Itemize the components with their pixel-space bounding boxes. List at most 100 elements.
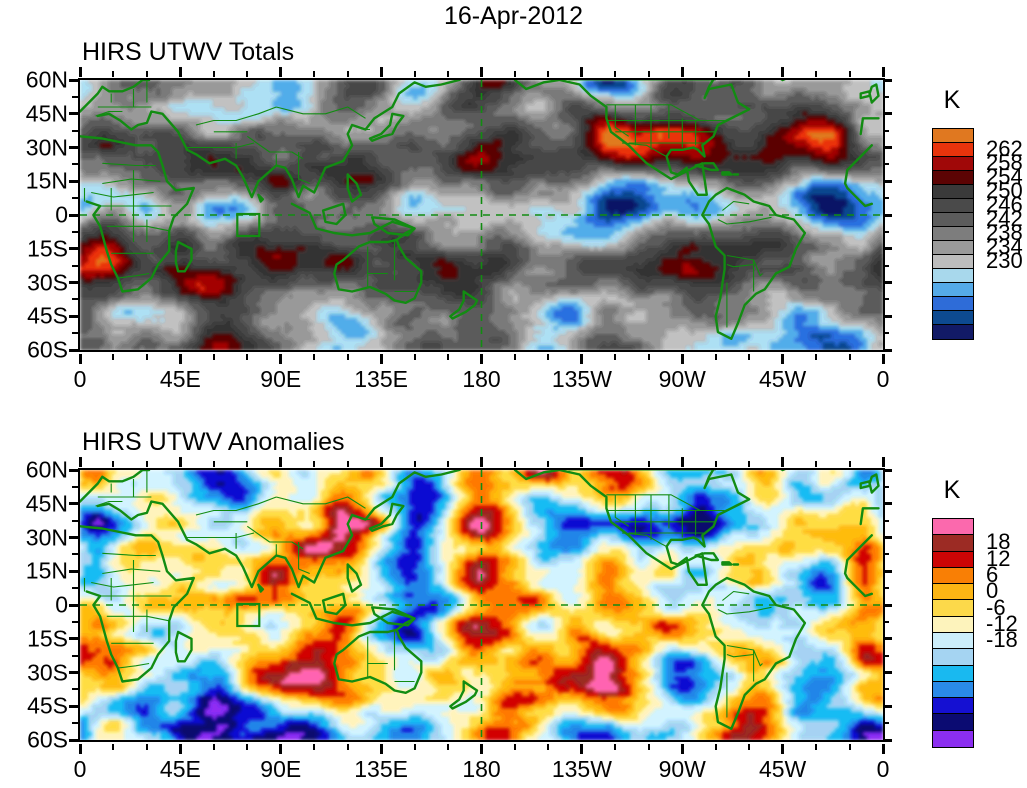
colorbar-label-0-1: 258	[986, 150, 1023, 176]
xtick-minor-1-1-0.333	[212, 744, 215, 750]
colorbar-band-0-13	[933, 311, 973, 325]
ytick-minor-0-4	[72, 230, 78, 233]
colorbar-band-0-8	[933, 241, 973, 255]
colorbar-label-1-5: -12	[986, 611, 1018, 637]
ytick-label-1-8: 60S	[0, 727, 68, 754]
xtick-major-1-0	[78, 744, 82, 754]
colorbar-label-0-5: 242	[986, 206, 1023, 232]
xtick-major-1-1	[178, 744, 182, 754]
xtick-minor-top-0-7-0.333	[815, 71, 818, 77]
xtick-minor-top-0-5-0.667	[647, 71, 650, 77]
ytick-major-0-4	[69, 213, 78, 217]
xtick-minor-top-1-3-0.667	[447, 461, 450, 467]
xtick-minor-top-1-4-0.667	[547, 461, 550, 467]
xtick-minor-top-1-5-0.333	[614, 461, 617, 467]
colorbar-band-1-5	[933, 600, 973, 617]
xtick-label-1-4: 180	[462, 756, 500, 783]
ytick-major-1-2	[69, 536, 78, 539]
ytick-label-0-7: 45S	[0, 303, 68, 330]
ytick-minor-0-5	[72, 264, 78, 267]
xtick-minor-1-7-0.667	[848, 744, 851, 750]
colorbar-0[interactable]	[932, 128, 974, 340]
colorbar-label-1-2: 6	[986, 562, 998, 588]
ytick-major-right-1-6	[883, 671, 892, 674]
colorbar-band-0-6	[933, 213, 973, 227]
contour-field-map-totals	[80, 80, 883, 350]
ytick-major-right-0-4	[883, 213, 892, 217]
ytick-minor-1-3	[72, 587, 78, 590]
xtick-minor-top-0-0-0.667	[145, 71, 148, 77]
map-canvas-totals[interactable]	[78, 78, 885, 352]
xtick-major-top-1-3	[379, 457, 383, 467]
xtick-major-top-0-0	[78, 67, 82, 77]
ytick-minor-0-1	[72, 129, 78, 132]
xtick-major-1-4	[480, 744, 483, 754]
colorbar-label-1-0: 18	[986, 529, 1010, 555]
xtick-major-top-1-4	[480, 457, 483, 467]
ytick-minor-right-1-3	[883, 587, 889, 590]
xtick-minor-top-0-5-0.333	[614, 71, 617, 77]
colorbar-band-0-0	[933, 129, 973, 143]
xtick-minor-0-7-0.333	[815, 354, 818, 360]
colorbar-band-0-5	[933, 199, 973, 213]
ytick-label-0-0: 60N	[0, 67, 68, 94]
ytick-minor-1-7	[72, 722, 78, 725]
colorbar-band-0-3	[933, 171, 973, 185]
xtick-major-0-4	[480, 354, 483, 364]
colorbar-band-0-1	[933, 143, 973, 157]
xtick-label-0-4: 180	[462, 366, 500, 393]
ytick-major-0-2	[69, 146, 78, 149]
xtick-minor-top-0-4-0.333	[513, 71, 516, 77]
ytick-minor-right-1-6	[883, 688, 889, 691]
ytick-major-1-0	[69, 468, 78, 472]
xtick-minor-top-1-0-0.333	[112, 461, 115, 467]
xtick-minor-0-2-0.333	[313, 354, 316, 360]
colorbar-band-1-0	[933, 519, 973, 536]
ytick-minor-1-1	[72, 519, 78, 522]
xtick-label-1-3: 135E	[354, 756, 408, 783]
ytick-major-right-0-3	[883, 179, 892, 183]
xtick-label-1-6: 90W	[659, 756, 706, 783]
xtick-minor-top-0-3-0.667	[447, 71, 450, 77]
xtick-minor-1-4-0.333	[513, 744, 516, 750]
colorbar-band-0-11	[933, 283, 973, 297]
ytick-minor-right-0-3	[883, 197, 889, 200]
xtick-minor-top-1-6-0.667	[748, 461, 751, 467]
map-canvas-anomalies[interactable]	[78, 468, 885, 742]
contour-field-map-anom	[80, 470, 883, 740]
xtick-minor-top-0-1-0.667	[246, 71, 249, 77]
xtick-major-0-5	[580, 354, 584, 364]
ytick-major-right-0-1	[883, 112, 892, 116]
ytick-major-1-5	[69, 637, 78, 641]
xtick-minor-1-7-0.333	[815, 744, 818, 750]
xtick-minor-top-1-2-0.333	[313, 461, 316, 467]
xtick-minor-1-6-0.667	[748, 744, 751, 750]
colorbar-band-1-8	[933, 649, 973, 666]
xtick-major-top-1-7	[781, 457, 785, 467]
ytick-major-right-1-1	[883, 502, 892, 506]
xtick-major-1-3	[379, 744, 383, 754]
xtick-minor-top-0-3-0.333	[413, 71, 416, 77]
colorbar-band-1-6	[933, 616, 973, 633]
ytick-major-right-1-4	[883, 603, 892, 607]
colorbar-label-1-6: -18	[986, 627, 1018, 653]
colorbar-label-1-3: 0	[986, 578, 998, 604]
colorbar-label-0-7: 234	[986, 234, 1023, 260]
xtick-minor-top-1-0-0.667	[145, 461, 148, 467]
xtick-major-1-5	[580, 744, 584, 754]
colorbar-label-0-8: 230	[986, 248, 1023, 274]
xtick-minor-top-0-4-0.667	[547, 71, 550, 77]
colorbar-band-1-11	[933, 698, 973, 715]
xtick-label-0-3: 135E	[354, 366, 408, 393]
ytick-label-1-0: 60N	[0, 457, 68, 484]
xtick-minor-1-3-0.333	[413, 744, 416, 750]
xtick-major-0-2	[279, 354, 283, 364]
xtick-minor-top-1-7-0.333	[815, 461, 818, 467]
xtick-minor-0-6-0.667	[748, 354, 751, 360]
xtick-label-1-0: 0	[74, 756, 87, 783]
xtick-minor-1-0-0.667	[145, 744, 148, 750]
colorbar-band-1-3	[933, 567, 973, 585]
xtick-major-1-7	[781, 744, 785, 754]
ytick-major-1-3	[69, 569, 78, 573]
colorbar-1[interactable]	[932, 518, 974, 748]
